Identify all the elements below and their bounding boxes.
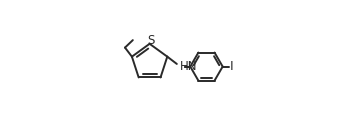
- Text: S: S: [148, 34, 155, 47]
- Text: I: I: [230, 60, 234, 73]
- Text: HN: HN: [179, 60, 197, 73]
